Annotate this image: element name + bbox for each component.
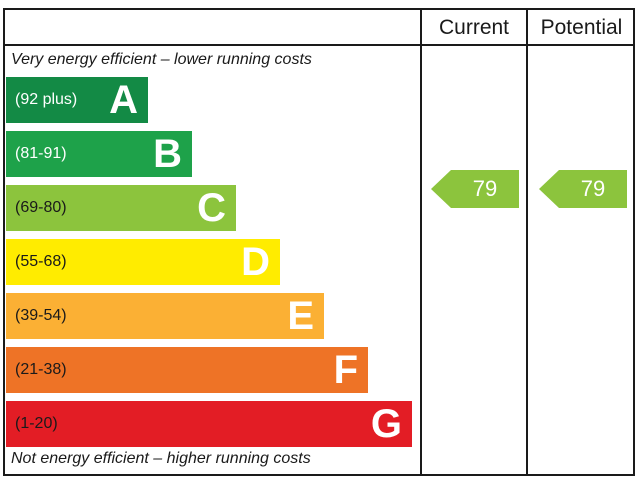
potential-rating-marker: 79 [539,170,627,208]
band-range-label: (1-20) [15,415,58,432]
band-e: (39-54) E [6,293,324,339]
band-range-label: (69-80) [15,199,67,216]
band-range-label: (55-68) [15,253,67,270]
band-letter: G [370,402,402,446]
current-header: Current [438,16,510,39]
band-range-label: (92 plus) [15,91,78,108]
potential-rating-value: 79 [580,176,606,201]
band-range-label: (81-91) [15,145,67,162]
band-range-label: (21-38) [15,361,67,378]
band-a: (92 plus) A [6,77,148,123]
band-letter: E [287,294,314,338]
potential-header: Potential [540,16,623,39]
divider-potential [526,8,528,476]
band-f: (21-38) F [6,347,368,393]
band-c: (69-80) C [6,185,236,231]
top-caption: Very energy efficient – lower running co… [11,51,312,68]
current-rating-value: 79 [472,176,498,201]
bottom-caption: Not energy efficient – higher running co… [11,450,311,467]
band-letter: F [333,348,358,392]
epc-chart-frame [3,8,635,476]
current-rating-marker: 79 [431,170,519,208]
divider-current [420,8,422,476]
band-letter: C [197,186,226,230]
band-g: (1-20) G [6,401,412,447]
arrow-shape [539,170,627,208]
band-letter: D [241,240,270,284]
band-range-label: (39-54) [15,307,67,324]
band-letter: A [109,78,138,122]
band-d: (55-68) D [6,239,280,285]
band-b: (81-91) B [6,131,192,177]
band-letter: B [153,132,182,176]
arrow-shape [431,170,519,208]
header-divider [3,44,635,46]
